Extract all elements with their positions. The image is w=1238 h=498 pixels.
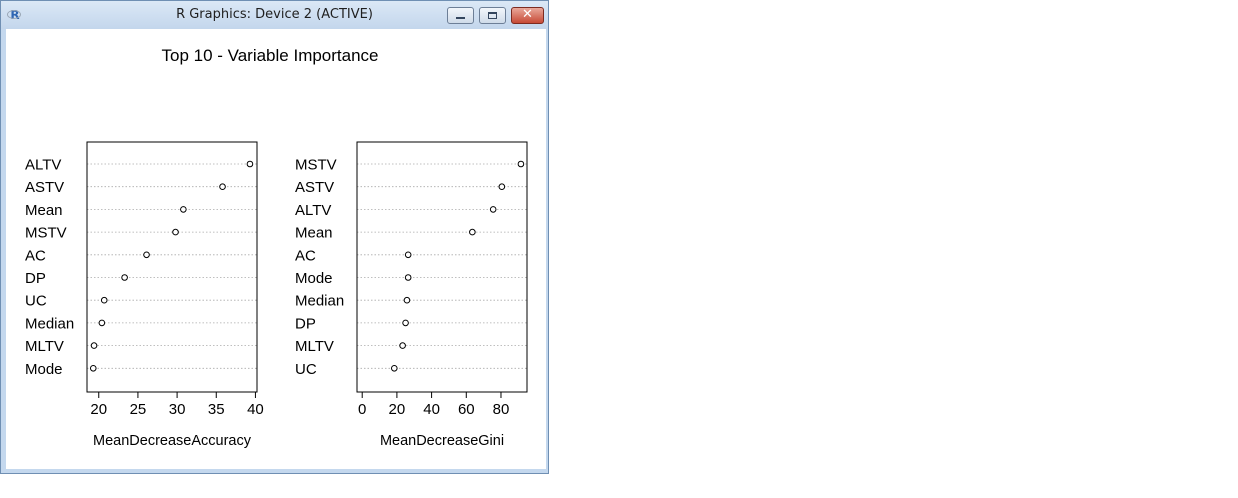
accuracy-point [89,365,97,372]
r-graphics-window: R R Graphics: Device 2 (ACTIVE) ✕ Top 10… [0,0,549,474]
gini-point [489,206,497,213]
accuracy-point [172,228,179,236]
accuracy-point [100,296,108,304]
close-button[interactable]: ✕ [511,7,544,24]
gini-x-axis-label: MeanDecreaseGini [380,433,504,449]
accuracy-x-tick-label: 35 [208,401,225,418]
accuracy-point [90,342,98,349]
minimize-button[interactable] [447,7,474,24]
accuracy-x-axis-label: MeanDecreaseAccuracy [93,433,252,449]
accuracy-x-tick-label: 20 [90,401,107,418]
gini-point [404,274,412,281]
accuracy-row-label: Mode [25,361,63,378]
gini-row-label: Mode [295,270,333,287]
accuracy-row-label: UC [25,293,47,310]
variable-importance-plot: Top 10 - Variable Importance ALTV ASTV Mea… [25,46,528,449]
accuracy-x-tick-label: 40 [247,401,264,418]
accuracy-point [98,319,106,327]
gini-point [399,342,406,349]
gini-x-tick-label: 80 [493,401,510,418]
accuracy-row-label: MSTV [25,225,67,242]
accuracy-point [180,206,187,213]
gini-x-tick-label: 0 [358,401,366,418]
title-bar[interactable]: R R Graphics: Device 2 (ACTIVE) ✕ [1,1,548,29]
gini-row-label: DP [295,315,316,332]
gini-row-label: ASTV [295,179,334,196]
gini-row-label: MLTV [295,338,334,355]
accuracy-x-tick-label: 30 [169,401,186,418]
accuracy-point [121,274,128,281]
accuracy-row-label: MLTV [25,338,64,355]
accuracy-row-label: Median [25,315,74,332]
accuracy-point [246,160,254,168]
minimize-icon [456,17,465,19]
accuracy-row-label: ASTV [25,179,64,196]
gini-row-label: Median [295,293,344,310]
chart-title: Top 10 - Variable Importance [161,46,378,65]
accuracy-row-label: ALTV [25,157,61,174]
accuracy-point [143,251,150,259]
gini-point [402,319,409,327]
maximize-icon [488,12,497,19]
gini-point [404,251,412,259]
r-logo-icon: R [7,8,23,22]
accuracy-x-tick-label: 25 [130,401,147,418]
gini-row-label: Mean [295,225,333,242]
gini-row-label: UC [295,361,317,378]
gini-row-label: AC [295,247,316,264]
gini-x-tick-label: 60 [458,401,475,418]
gini-row-label: MSTV [295,157,337,174]
close-icon: ✕ [522,7,533,22]
gini-x-tick-label: 40 [423,401,440,418]
gini-point [403,296,411,304]
gini-point [517,160,525,168]
window-title: R Graphics: Device 2 (ACTIVE) [176,7,373,22]
gini-row-label: ALTV [295,202,331,219]
gini-point [498,183,506,190]
plot-canvas: Top 10 - Variable Importance ALTV ASTV Mea… [6,29,546,469]
accuracy-row-label: AC [25,247,46,264]
accuracy-point [219,183,226,190]
maximize-button[interactable] [479,7,506,24]
gini-point [390,365,398,372]
gini-point [469,228,476,236]
accuracy-row-label: DP [25,270,46,287]
gini-plot-frame [356,141,528,393]
accuracy-plot-frame [86,141,258,393]
gini-x-tick-label: 20 [389,401,406,418]
accuracy-row-label: Mean [25,202,63,219]
